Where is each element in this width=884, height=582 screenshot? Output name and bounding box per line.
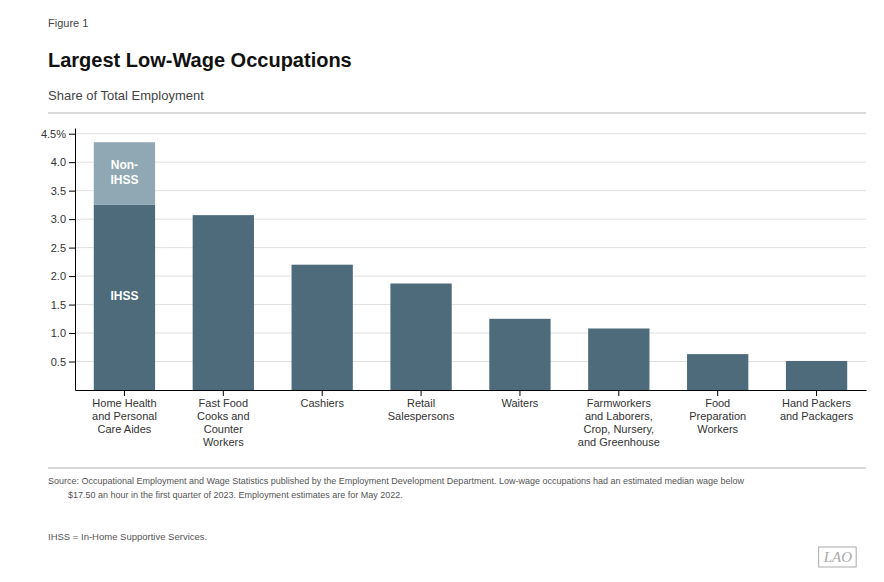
y-tick: 2.5 <box>51 242 75 254</box>
y-tick: 1.0 <box>51 327 75 339</box>
bar <box>193 215 254 390</box>
grid-line <box>75 190 866 191</box>
x-tick-mark <box>223 390 224 396</box>
y-tick-mark <box>69 305 75 306</box>
x-tick-label: Home Healthand PersonalCare Aides <box>92 397 157 435</box>
x-tick-label: FoodPreparationWorkers <box>689 397 746 435</box>
y-tick: 4.0 <box>51 156 75 168</box>
logo: LAO <box>823 549 853 565</box>
y-tick: 2.0 <box>51 270 75 282</box>
bars <box>94 142 847 390</box>
y-tick-mark <box>69 362 75 363</box>
bar <box>489 319 550 390</box>
y-tick-label: 1.5 <box>51 299 66 311</box>
grid-line <box>75 162 866 163</box>
y-tick-label: 2.0 <box>51 270 66 282</box>
logo-box <box>819 547 857 567</box>
y-tick-label: 3.5 <box>51 185 66 197</box>
y-tick-mark <box>69 333 75 334</box>
x-tick: Home Healthand PersonalCare Aides <box>92 390 157 435</box>
figure-label: Figure 1 <box>48 17 88 29</box>
segment-label: IHSS <box>110 290 138 304</box>
y-tick-mark <box>69 248 75 249</box>
y-tick-mark <box>69 162 75 163</box>
y-tick: 1.5 <box>51 299 75 311</box>
x-tick-label: Fast FoodCooks andCounterWorkers <box>197 397 250 449</box>
x-tick-mark <box>421 390 422 396</box>
grid-line <box>75 133 866 134</box>
header-rule <box>48 113 866 114</box>
x-tick: Fast FoodCooks andCounterWorkers <box>197 390 250 448</box>
x-axis: Home Healthand PersonalCare Aides Fast Fo… <box>76 390 867 448</box>
y-tick: 3.5 <box>51 185 75 197</box>
bar <box>94 142 155 205</box>
y-tick: 3.0 <box>51 213 75 225</box>
x-tick: Waiters <box>502 390 539 409</box>
bar <box>292 265 353 390</box>
x-tick-label: Cashiers <box>300 397 344 409</box>
y-tick: 0.5 <box>51 356 75 368</box>
y-tick-label: 0.5 <box>51 356 66 368</box>
footnote: IHSS = In-Home Supportive Services. <box>48 531 207 542</box>
x-tick-label: Farmworkersand Laborers,Crop, Nursery,an… <box>578 397 660 449</box>
x-tick-mark <box>322 390 323 396</box>
x-axis-line <box>76 390 867 391</box>
x-tick-label: RetailSalespersons <box>388 397 455 422</box>
bar <box>588 328 649 390</box>
y-tick: 4.5% <box>41 128 75 140</box>
y-tick-label: 4.0 <box>51 156 66 168</box>
x-tick-mark <box>816 390 817 396</box>
title: Largest Low-Wage Occupations <box>48 49 352 71</box>
x-tick: Farmworkersand Laborers,Crop, Nursery,an… <box>578 390 660 448</box>
subtitle: Share of Total Employment <box>48 88 204 103</box>
source: Source: Occupational Employment and Wage… <box>48 476 745 486</box>
x-tick: Hand Packersand Packagers <box>780 390 854 422</box>
y-tick-label: 3.0 <box>51 213 66 225</box>
y-tick-label: 2.5 <box>51 242 66 254</box>
footer-rule <box>48 468 866 469</box>
bar <box>786 361 847 390</box>
x-tick-mark <box>519 390 520 396</box>
y-tick-mark <box>69 134 75 135</box>
segment-labels: IHSS Non-IHSS <box>110 159 138 304</box>
x-tick-mark <box>124 390 125 396</box>
x-tick: RetailSalespersons <box>388 390 455 422</box>
y-tick-label: 4.5% <box>41 128 66 140</box>
y-tick-mark <box>69 276 75 277</box>
y-axis-line <box>75 129 76 391</box>
y-tick-mark <box>69 191 75 192</box>
y-axis: 0.5 1.0 1.5 2.0 2.5 3.0 3.5 4.0 4.5% <box>41 128 76 391</box>
bar <box>687 354 748 390</box>
source: $17.50 an hour in the first quarter of 2… <box>48 490 403 500</box>
x-tick-mark <box>717 390 718 396</box>
x-tick: FoodPreparationWorkers <box>689 390 746 435</box>
bar <box>390 283 451 390</box>
segment-label: Non-IHSS <box>110 159 138 187</box>
chart-svg: Figure 1 Largest Low-Wage Occupations Shar… <box>0 0 884 582</box>
x-tick: Cashiers <box>300 390 344 409</box>
x-tick-label: Hand Packersand Packagers <box>780 397 854 422</box>
x-tick-mark <box>618 390 619 396</box>
y-tick-mark <box>69 219 75 220</box>
y-tick-label: 1.0 <box>51 327 66 339</box>
bar <box>94 205 155 390</box>
x-tick-label: Waiters <box>502 397 539 409</box>
